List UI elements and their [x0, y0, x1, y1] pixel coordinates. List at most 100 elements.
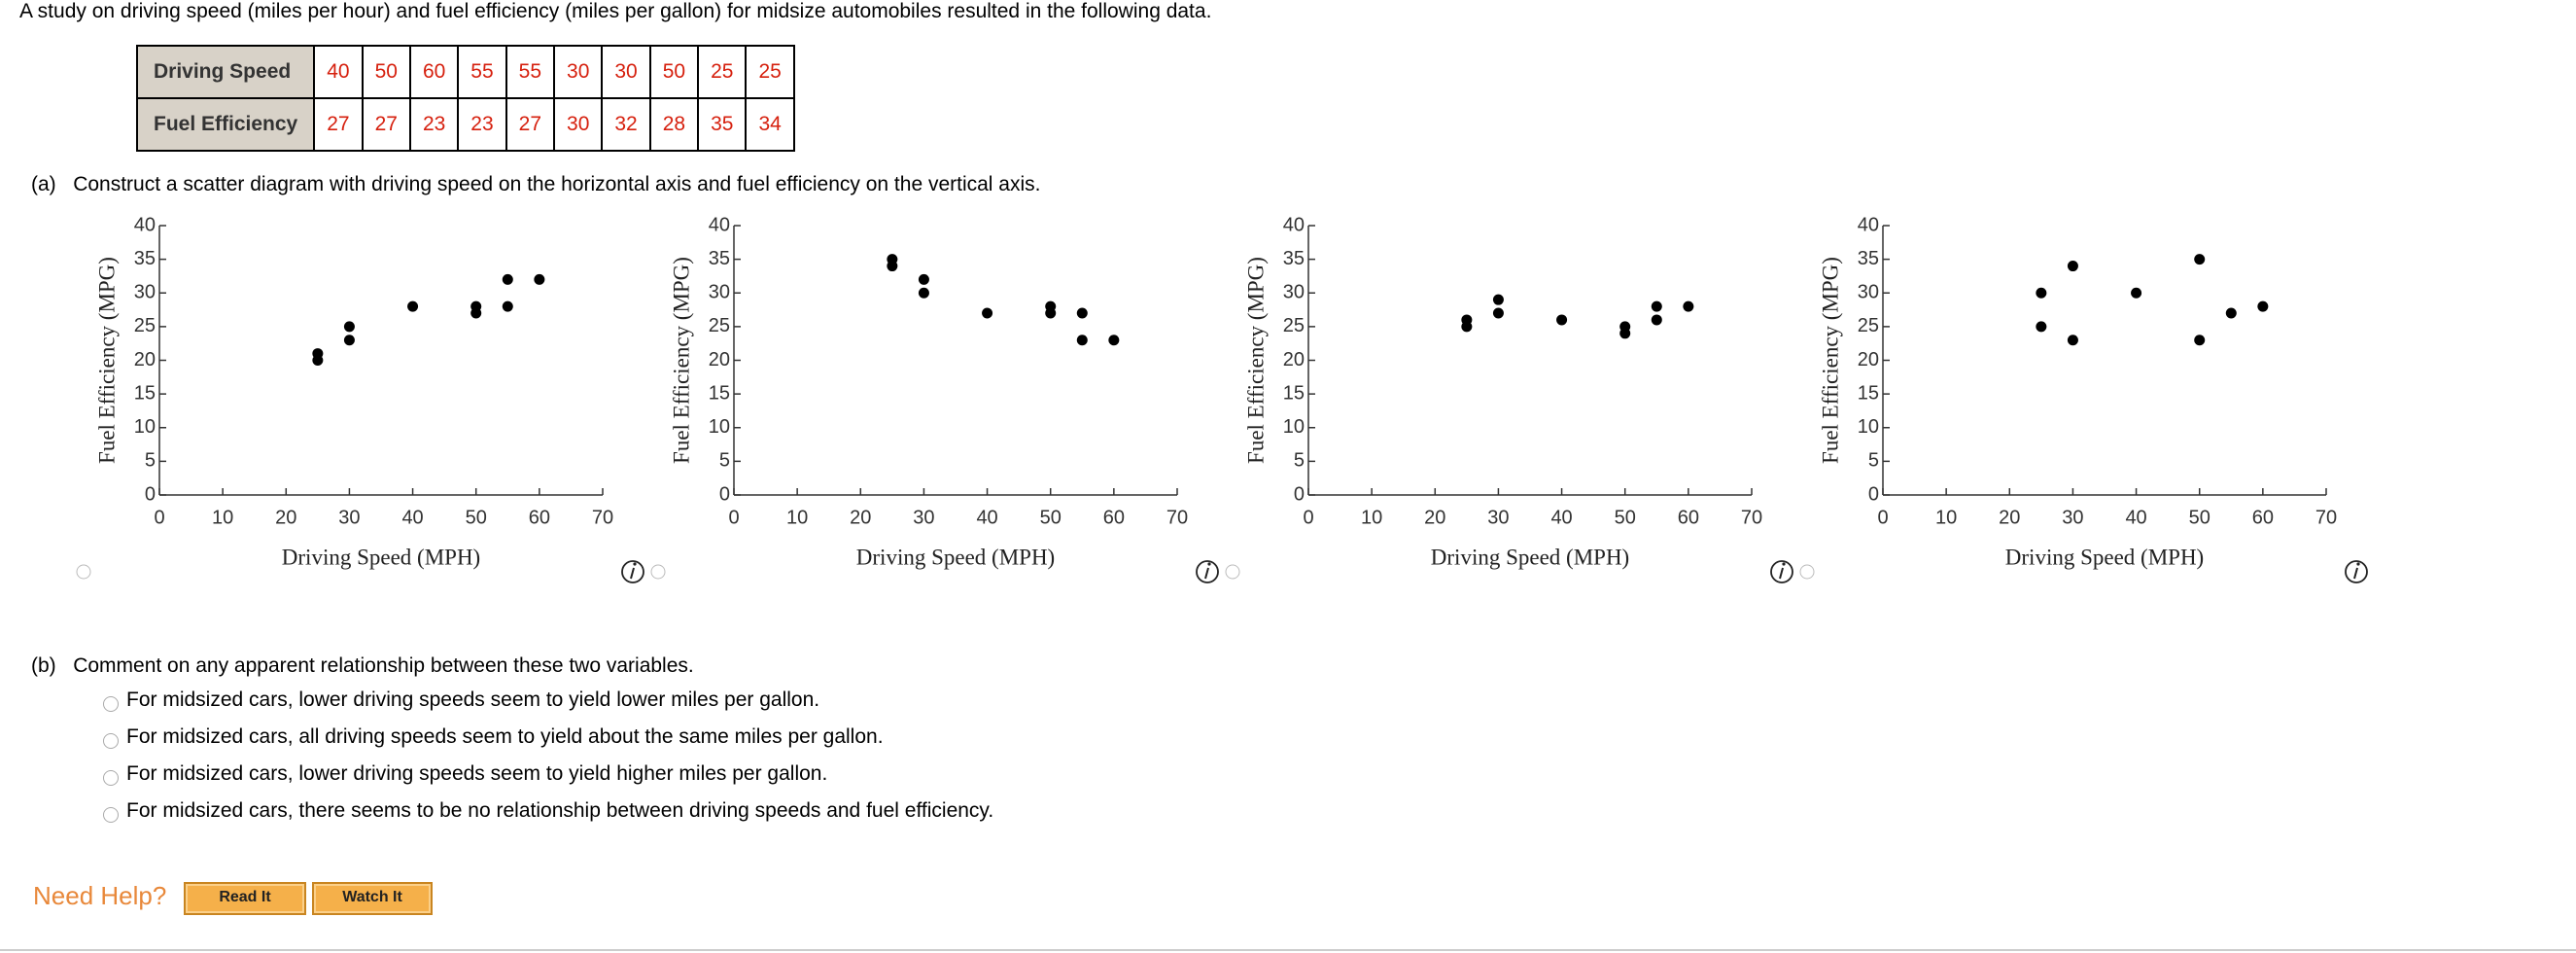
table-row: Driving Speed 40 50 60 55 55 30 30 50 25 25 — [135, 45, 795, 99]
point — [1492, 307, 1504, 319]
row-header: Driving Speed — [135, 45, 316, 99]
read-it-button[interactable]: Read It — [184, 882, 306, 915]
radio[interactable] — [103, 733, 119, 749]
point — [2067, 335, 2078, 346]
x-axis-label: Driving Speed (MPH) — [2005, 545, 2204, 569]
point — [1076, 307, 1088, 319]
y-tick-label: 25 — [134, 315, 156, 336]
y-tick-label: 30 — [134, 282, 156, 303]
x-tick-label: 10 — [212, 507, 233, 528]
y-tick-label: 5 — [145, 450, 156, 472]
option-text: For midsized cars, lower driving speeds … — [126, 762, 828, 785]
data-table: Driving Speed 40 50 60 55 55 30 30 50 25 25 Fuel Ef… — [135, 45, 795, 152]
cell: 27 — [505, 97, 556, 152]
part-text: Construct a scatter diagram with driving… — [73, 173, 1041, 195]
point — [2036, 321, 2047, 333]
y-tick-label: 0 — [1868, 483, 1879, 505]
part-label: (a) — [31, 173, 56, 195]
point — [1108, 335, 1120, 346]
x-tick-label: 60 — [1103, 507, 1125, 528]
cell: 40 — [313, 45, 364, 99]
cell: 50 — [648, 45, 700, 99]
y-tick-label: 5 — [1868, 450, 1879, 472]
option: For midsized cars, lower driving speeds … — [103, 688, 819, 712]
info-glyph — [630, 567, 635, 580]
watch-it-button[interactable]: Watch It — [312, 882, 433, 915]
y-tick-label: 15 — [1283, 382, 1305, 404]
option: For midsized cars, all driving speeds se… — [103, 725, 884, 749]
y-axis-label: Fuel Efficiency (MPG) — [669, 257, 693, 464]
cell: 23 — [408, 97, 460, 152]
cell: 50 — [361, 45, 411, 99]
y-tick-label: 30 — [1858, 282, 1879, 303]
y-tick-label: 40 — [134, 214, 156, 235]
x-tick-label: 20 — [850, 507, 871, 528]
point — [1461, 321, 1473, 333]
y-axis-label: Fuel Efficiency (MPG) — [1243, 257, 1268, 464]
radio[interactable] — [103, 770, 119, 786]
y-tick-label: 5 — [719, 450, 730, 472]
x-tick-label: 0 — [1877, 507, 1888, 528]
y-tick-label: 10 — [134, 416, 156, 438]
cell: 55 — [505, 45, 556, 99]
y-tick-label: 25 — [709, 315, 730, 336]
point — [1556, 314, 1568, 326]
point — [2194, 335, 2206, 346]
x-tick-label: 50 — [466, 507, 487, 528]
point — [1076, 335, 1088, 346]
option-text: For midsized cars, all driving speeds se… — [126, 725, 884, 748]
part-a: (a) Construct a scatter diagram with dri… — [31, 173, 1040, 196]
x-tick-label: 50 — [2189, 507, 2210, 528]
y-tick-label: 10 — [1858, 416, 1879, 438]
x-tick-label: 20 — [275, 507, 296, 528]
y-tick-label: 25 — [1858, 315, 1879, 336]
y-tick-label: 40 — [1283, 214, 1305, 235]
radio[interactable] — [1799, 564, 1815, 580]
info-dot — [633, 562, 637, 566]
y-tick-label: 20 — [134, 349, 156, 371]
x-tick-label: 0 — [154, 507, 164, 528]
info-glyph — [1204, 567, 1209, 580]
point — [407, 300, 419, 312]
radio[interactable] — [103, 807, 119, 823]
point — [534, 273, 545, 285]
point — [502, 300, 513, 312]
x-axis-label: Driving Speed (MPH) — [282, 545, 480, 569]
x-tick-label: 20 — [1999, 507, 2020, 528]
cell: 30 — [553, 97, 604, 152]
cell: 28 — [648, 97, 700, 152]
y-axis-label: Fuel Efficiency (MPG) — [1818, 257, 1842, 464]
radio[interactable] — [76, 564, 91, 580]
x-tick-label: 10 — [1361, 507, 1382, 528]
cell: 60 — [408, 45, 460, 99]
y-tick-label: 15 — [134, 382, 156, 404]
radio[interactable] — [1225, 564, 1240, 580]
point — [343, 321, 355, 333]
point — [887, 261, 898, 272]
info-glyph — [2353, 567, 2358, 580]
y-tick-label: 15 — [709, 382, 730, 404]
point — [2131, 287, 2142, 299]
y-tick-label: 40 — [1858, 214, 1879, 235]
point — [2036, 287, 2047, 299]
x-tick-label: 60 — [2252, 507, 2274, 528]
cell: 23 — [457, 97, 507, 152]
x-tick-label: 20 — [1424, 507, 1445, 528]
y-tick-label: 20 — [709, 349, 730, 371]
y-tick-label: 35 — [1283, 248, 1305, 269]
point — [1683, 300, 1694, 312]
part-text: Comment on any apparent relationship bet… — [73, 654, 694, 677]
radio[interactable] — [103, 696, 119, 712]
option-text: For midsized cars, lower driving speeds … — [126, 688, 820, 711]
cell: 30 — [601, 45, 651, 99]
x-tick-label: 30 — [1487, 507, 1509, 528]
help-label: Need Help? — [33, 881, 167, 910]
info-dot — [1782, 562, 1786, 566]
y-tick-label: 30 — [1283, 282, 1305, 303]
radio[interactable] — [650, 564, 666, 580]
x-tick-label: 10 — [1935, 507, 1957, 528]
y-tick-label: 10 — [1283, 416, 1305, 438]
info-dot — [2356, 562, 2360, 566]
